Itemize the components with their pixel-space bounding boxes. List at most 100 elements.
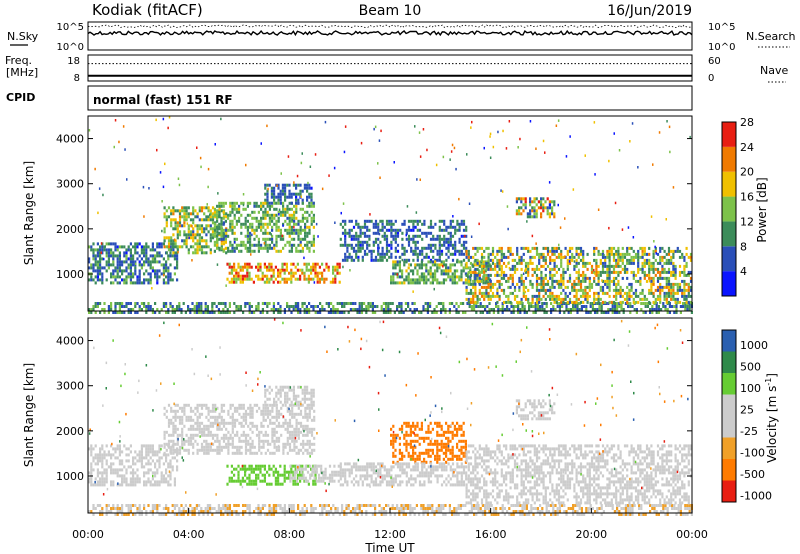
heatmap-cell-power-data-6 bbox=[412, 237, 415, 241]
heatmap-cell-vel-data-1 bbox=[110, 483, 113, 487]
velocity-heatmap bbox=[88, 318, 693, 516]
heatmap-cell-power-data-8 bbox=[546, 264, 550, 268]
heatmap-cell-power-data-8 bbox=[626, 246, 629, 250]
heatmap-cell-power-data-8 bbox=[619, 252, 622, 256]
heatmap-cell-vel-data-2 bbox=[183, 409, 186, 413]
heatmap-cell-power-data-5 bbox=[310, 195, 313, 199]
heatmap-cell-power-data-1 bbox=[118, 275, 121, 279]
heatmap-cell-vel-data-0 bbox=[402, 513, 405, 516]
heatmap-cell-power-data-0 bbox=[660, 308, 663, 311]
heatmap-cell-power-data-8 bbox=[626, 300, 629, 304]
heatmap-cell-vel-data-0 bbox=[200, 510, 203, 513]
heatmap-cell-power-data-2 bbox=[205, 227, 208, 231]
heatmap-cell-power-data-8 bbox=[527, 273, 530, 277]
heatmap-cell-vel-data-0 bbox=[341, 510, 344, 513]
heatmap-cell-power-data-0 bbox=[195, 311, 198, 314]
heatmap-cell-power-data-0 bbox=[365, 305, 368, 308]
heatmap-cell-power-data-3 bbox=[238, 243, 241, 247]
heatmap-cell-vel-data-1 bbox=[96, 468, 99, 472]
heatmap-cell-power-data-8 bbox=[623, 267, 627, 271]
heatmap-cell-vel-data-1 bbox=[147, 450, 150, 454]
heatmap-cell-power-data-8 bbox=[667, 282, 671, 286]
heatmap-speckle bbox=[266, 124, 268, 128]
heatmap-cell-power-data-0 bbox=[101, 308, 104, 311]
heatmap-cell-power-data-2 bbox=[183, 209, 186, 213]
heatmap-cell-power-data-5 bbox=[303, 186, 306, 190]
heatmap-cell-power-data-7 bbox=[458, 278, 461, 282]
heatmap-cell-power-data-0 bbox=[292, 308, 295, 311]
heatmap-cell-power-data-8 bbox=[630, 288, 633, 292]
heatmap-cell-power-data-2 bbox=[211, 230, 215, 234]
heatmap-cell-power-data-1 bbox=[105, 260, 108, 264]
heatmap-cell-power-data-3 bbox=[301, 237, 304, 241]
heatmap-cell-power-data-8 bbox=[469, 282, 473, 286]
heatmap-cell-vel-data-0 bbox=[380, 510, 383, 513]
heatmap-cell-power-data-8 bbox=[599, 273, 602, 277]
heatmap-cell-power-data-0 bbox=[668, 311, 671, 314]
heatmap-cell-power-data-6 bbox=[438, 219, 441, 223]
heatmap-cell-power-data-8 bbox=[667, 300, 671, 304]
heatmap-cell-power-data-1 bbox=[147, 257, 150, 261]
heatmap-cell-vel-data-0 bbox=[396, 504, 399, 507]
heatmap-cell-power-data-8 bbox=[619, 255, 622, 259]
heatmap-cell-power-data-2 bbox=[198, 248, 201, 252]
heatmap-cell-power-data-7 bbox=[394, 281, 397, 285]
heatmap-cell-power-data-7 bbox=[429, 266, 432, 270]
heatmap-cell-power-data-8 bbox=[608, 279, 611, 283]
heatmap-cell-power-data-3 bbox=[299, 225, 302, 229]
heatmap-cell-power-data-4 bbox=[338, 262, 341, 266]
heatmap-cell-power-data-6 bbox=[370, 255, 373, 259]
heatmap-cell-power-data-3 bbox=[220, 204, 223, 208]
heatmap-cell-power-data-8 bbox=[485, 291, 488, 295]
heatmap-cell-vel-data-0 bbox=[105, 504, 108, 507]
heatmap-cell-power-data-0 bbox=[173, 308, 176, 311]
heatmap-cell-power-data-8 bbox=[487, 267, 490, 271]
heatmap-cell-power-data-8 bbox=[535, 252, 539, 256]
heatmap-cell-power-data-6 bbox=[363, 231, 367, 235]
heatmap-cell-power-data-1 bbox=[176, 278, 179, 282]
heatmap-speckle bbox=[613, 132, 615, 135]
heatmap-cell-power-data-8 bbox=[555, 300, 558, 304]
heatmap-cell-power-data-7 bbox=[401, 281, 404, 285]
heatmap-cell-power-data-8 bbox=[663, 249, 666, 253]
heatmap-cell-vel-data-0 bbox=[620, 507, 623, 510]
heatmap-cell-power-data-4 bbox=[272, 271, 275, 275]
heatmap-cell-power-data-6 bbox=[390, 225, 393, 229]
heatmap-cell-power-data-0 bbox=[492, 311, 495, 314]
heatmap-cell-vel-data-0 bbox=[358, 507, 361, 510]
heatmap-cell-vel-data-0 bbox=[492, 507, 495, 510]
heatmap-cell-power-data-8 bbox=[542, 285, 545, 289]
heatmap-cell-power-data-0 bbox=[294, 305, 297, 308]
heatmap-cell-power-data-7 bbox=[460, 272, 463, 276]
heatmap-cell-power-data-3 bbox=[295, 204, 298, 208]
heatmap-cell-vel-data-1 bbox=[162, 480, 165, 484]
heatmap-cell-power-data-8 bbox=[511, 273, 514, 277]
heatmap-cell-power-data-0 bbox=[440, 308, 443, 311]
heatmap-cell-power-data-6 bbox=[388, 243, 391, 247]
heatmap-cell-power-data-8 bbox=[590, 264, 594, 268]
heatmap-cell-power-data-8 bbox=[661, 285, 664, 289]
heatmap-cell-power-data-6 bbox=[416, 258, 419, 262]
heatmap-cell-power-data-5 bbox=[270, 195, 273, 199]
heatmap-cell-vel-data-1 bbox=[134, 477, 137, 481]
heatmap-cell-power-data-1 bbox=[136, 242, 139, 246]
heatmap-cell-power-data-6 bbox=[355, 243, 358, 247]
heatmap-speckle bbox=[122, 125, 125, 128]
heatmap-cell-power-data-4 bbox=[334, 274, 337, 278]
heatmap-cell-vel-data-1 bbox=[101, 459, 104, 463]
heatmap-cell-power-data-8 bbox=[615, 294, 618, 298]
heatmap-cell-vel-data-0 bbox=[391, 504, 394, 507]
heatmap-cell-power-data-8 bbox=[549, 273, 552, 277]
heatmap-cell-power-data-6 bbox=[447, 231, 450, 235]
heatmap-cell-vel-data-1 bbox=[94, 444, 97, 448]
heatmap-cell-vel-data-0 bbox=[578, 513, 581, 516]
heatmap-cell-power-data-3 bbox=[216, 237, 219, 241]
heatmap-cell-power-data-6 bbox=[401, 252, 404, 256]
heatmap-cell-vel-data-0 bbox=[191, 510, 194, 513]
heatmap-cell-vel-data-0 bbox=[246, 504, 249, 507]
heatmap-cell-vel-data-0 bbox=[171, 504, 174, 507]
heatmap-cell-power-data-0 bbox=[385, 311, 388, 314]
heatmap-cell-power-data-8 bbox=[628, 297, 631, 301]
heatmap-cell-power-data-0 bbox=[519, 311, 522, 314]
heatmap-cell-power-data-8 bbox=[672, 273, 675, 277]
